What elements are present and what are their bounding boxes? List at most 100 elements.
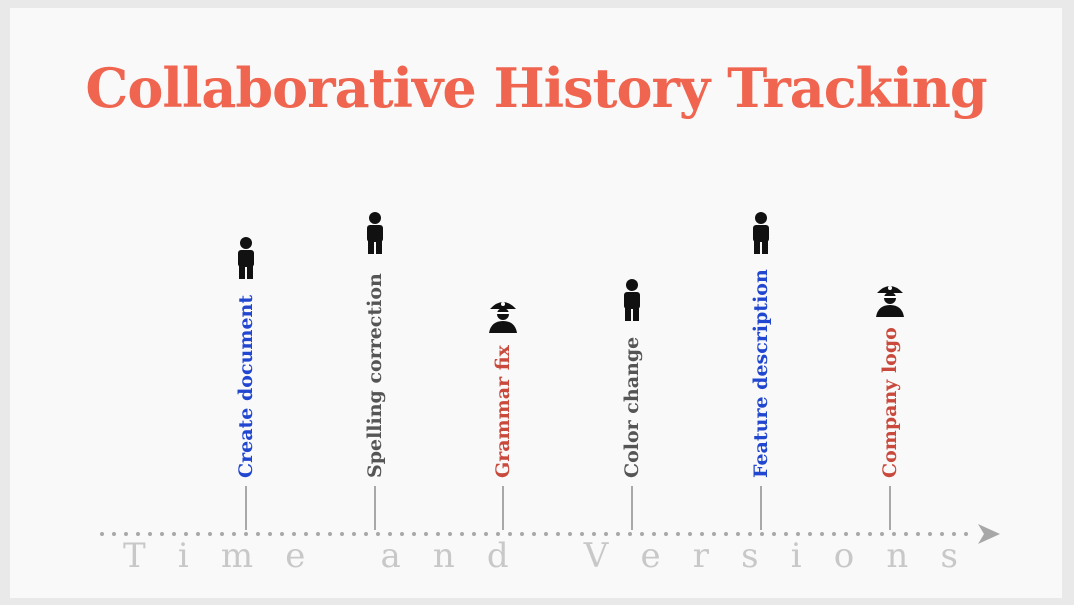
- axis-label-letter: n: [886, 536, 909, 576]
- axis-dot: [796, 532, 800, 536]
- timeline-axis: [100, 524, 1000, 544]
- axis-dot: [352, 532, 356, 536]
- axis-dot: [808, 532, 812, 536]
- axis-dot: [496, 532, 500, 536]
- event-label: Spelling correction: [364, 273, 386, 478]
- axis-label-letter: e: [640, 536, 661, 576]
- slide-title: Collaborative History Tracking: [85, 56, 987, 120]
- axis-dot: [388, 532, 392, 536]
- axis-dot: [640, 532, 644, 536]
- axis-dot: [316, 532, 320, 536]
- axis-dot: [688, 532, 692, 536]
- axis-dot: [484, 532, 488, 536]
- axis-dot: [412, 532, 416, 536]
- axis-dot: [136, 532, 140, 536]
- axis-dot: [928, 532, 932, 536]
- axis-dot: [376, 532, 380, 536]
- event-tick: [374, 486, 376, 530]
- axis-dot: [304, 532, 308, 536]
- axis-dot: [964, 532, 968, 536]
- axis-dot: [148, 532, 152, 536]
- axis-dot: [832, 532, 836, 536]
- axis-dot: [280, 532, 284, 536]
- axis-label-letter: m: [220, 536, 254, 576]
- axis-dot: [940, 532, 944, 536]
- axis-dot: [820, 532, 824, 536]
- axis-label-letter: i: [177, 536, 189, 576]
- person-icon: [232, 236, 260, 280]
- axis-dot: [736, 532, 740, 536]
- axis-dot: [952, 532, 956, 536]
- event-label: Color change: [621, 336, 643, 478]
- event-tick: [245, 486, 247, 530]
- axis-dot: [868, 532, 872, 536]
- axis-dot: [904, 532, 908, 536]
- axis-dot: [268, 532, 272, 536]
- axis-dot: [328, 532, 332, 536]
- axis-dot: [520, 532, 524, 536]
- axis-dot: [184, 532, 188, 536]
- axis-label-letter: o: [833, 536, 855, 576]
- event-label: Create document: [235, 294, 257, 478]
- axis-label-letter: s: [741, 536, 759, 576]
- event-label: Feature description: [750, 269, 772, 478]
- axis-dot: [724, 532, 728, 536]
- axis-dot: [772, 532, 776, 536]
- axis-label-letter: r: [692, 536, 710, 576]
- axis-label-letter: [541, 536, 552, 576]
- axis-label-letter: d: [486, 536, 509, 576]
- axis-dot: [580, 532, 584, 536]
- axis-label-letter: T: [123, 536, 146, 576]
- axis-dot: [256, 532, 260, 536]
- axis-dot: [340, 532, 344, 536]
- axis-dot: [916, 532, 920, 536]
- axis-label-letter: i: [790, 536, 802, 576]
- axis-dot: [424, 532, 428, 536]
- person-icon: [618, 278, 646, 322]
- axis-dot: [700, 532, 704, 536]
- axis-dot: [400, 532, 404, 536]
- axis-dot: [472, 532, 476, 536]
- axis-dot: [544, 532, 548, 536]
- pirate-icon: [874, 281, 904, 325]
- pirate-icon: [487, 297, 517, 341]
- axis-dot: [760, 532, 764, 536]
- axis-dot: [844, 532, 848, 536]
- axis-dot: [364, 532, 368, 536]
- axis-dot: [172, 532, 176, 536]
- axis-dot: [160, 532, 164, 536]
- axis-dot: [592, 532, 596, 536]
- axis-dot: [628, 532, 632, 536]
- event-label: Company logo: [879, 327, 901, 478]
- axis-dot: [556, 532, 560, 536]
- axis-arrow-icon: [978, 524, 1000, 544]
- axis-dot: [208, 532, 212, 536]
- axis-dot: [880, 532, 884, 536]
- axis-dot: [784, 532, 788, 536]
- axis-dotted-line: [100, 532, 968, 536]
- person-icon: [747, 211, 775, 255]
- axis-dot: [664, 532, 668, 536]
- axis-dot: [232, 532, 236, 536]
- axis-label-letter: e: [285, 536, 306, 576]
- axis-dot: [748, 532, 752, 536]
- axis-dot: [616, 532, 620, 536]
- event-tick: [631, 486, 633, 530]
- event-tick: [760, 486, 762, 530]
- axis-dot: [196, 532, 200, 536]
- axis-dot: [220, 532, 224, 536]
- axis-dot: [244, 532, 248, 536]
- axis-dot: [124, 532, 128, 536]
- event-label: Grammar fix: [492, 345, 514, 478]
- person-icon: [361, 211, 389, 255]
- axis-dot: [568, 532, 572, 536]
- axis-label-letter: [338, 536, 349, 576]
- axis-dot: [508, 532, 512, 536]
- axis-dot: [436, 532, 440, 536]
- axis-dot: [676, 532, 680, 536]
- axis-label-letter: a: [380, 536, 401, 576]
- axis-dot: [856, 532, 860, 536]
- axis-dot: [112, 532, 116, 536]
- axis-dot: [292, 532, 296, 536]
